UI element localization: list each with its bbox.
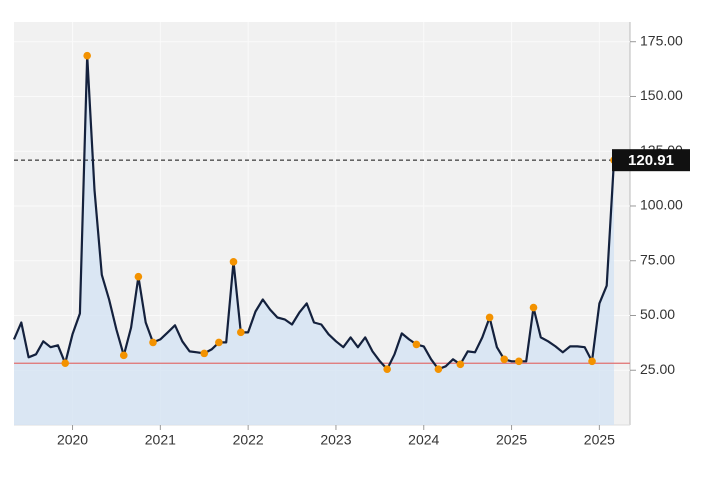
marker	[434, 365, 443, 373]
y-tick-label: 75.00	[640, 251, 675, 267]
y-tick-label: 100.00	[640, 197, 683, 213]
y-tick-label: 50.00	[640, 306, 675, 322]
x-tick-label: 2021	[145, 432, 176, 448]
marker	[61, 359, 70, 368]
marker	[229, 258, 238, 266]
x-tick-label: 2023	[320, 432, 351, 448]
marker	[515, 357, 523, 366]
marker	[456, 360, 465, 369]
marker	[588, 357, 596, 366]
marker	[500, 355, 509, 364]
marker	[149, 338, 157, 347]
marker	[119, 351, 128, 360]
marker	[529, 303, 538, 312]
y-tick-label: 175.00	[640, 32, 683, 48]
marker	[134, 272, 143, 281]
x-tick-label: 2022	[233, 432, 264, 448]
marker	[237, 328, 245, 337]
marker	[383, 365, 391, 373]
x-tick-label: 2025	[584, 432, 615, 448]
x-tick-label: 2020	[57, 432, 88, 448]
x-tick-label: 2025	[496, 432, 527, 448]
y-tick-label: 150.00	[640, 87, 683, 103]
last-value-box	[612, 149, 690, 172]
line	[12, 54, 616, 371]
marker	[485, 313, 494, 322]
marker	[83, 51, 91, 60]
area	[14, 55, 614, 425]
marker	[215, 338, 223, 347]
marker	[412, 340, 421, 349]
x-tick-label: 2024	[408, 432, 439, 448]
marker	[200, 349, 209, 358]
y-tick-label: 25.00	[640, 361, 675, 377]
last-value-label: 120.91	[628, 152, 674, 169]
